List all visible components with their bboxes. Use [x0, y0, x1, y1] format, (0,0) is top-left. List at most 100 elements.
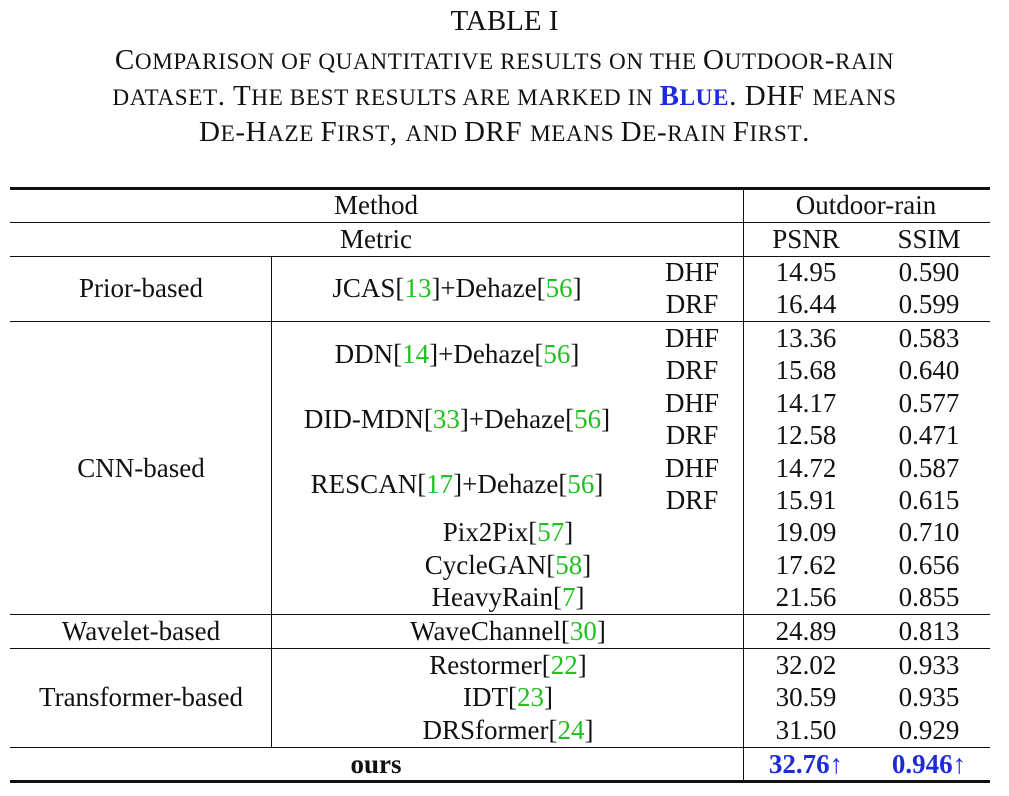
order-label: DHF: [664, 453, 720, 483]
text-segment: ]: [570, 339, 580, 369]
psnr-cell: 16.44: [775, 289, 837, 319]
text-segment: ]+Dehaze[: [429, 339, 544, 369]
text-segment: IDT[: [463, 682, 517, 712]
text-segment: ]: [575, 582, 585, 612]
citation-link[interactable]: 30: [569, 616, 597, 646]
ours-ssim: 0.946↑: [891, 749, 967, 779]
ours-rule: [10, 747, 990, 748]
header-method: Method: [334, 190, 418, 220]
group-label: Wavelet-based: [61, 616, 221, 646]
top-rule: [10, 187, 990, 190]
text-segment: Pix2Pix[: [442, 517, 538, 547]
psnr-cell: 31.50: [775, 715, 837, 745]
citation-link[interactable]: 23: [516, 682, 544, 712]
text-segment: E: [642, 121, 657, 147]
header-rule-2: [10, 256, 990, 257]
text-segment: HeavyRain[: [431, 582, 562, 612]
order-label: DRF: [665, 289, 719, 319]
method-name: WaveChannel[30]: [410, 615, 606, 647]
col-divider-group-2: [271, 321, 272, 615]
text-segment: ]: [594, 469, 604, 499]
psnr-cell: 19.09: [775, 517, 837, 547]
order-label: DRF: [665, 485, 719, 515]
text-segment: -H: [235, 116, 268, 148]
text-segment: ]: [596, 616, 606, 646]
psnr-cell: 12.58: [775, 420, 837, 450]
text-segment: RESCAN[: [310, 469, 427, 499]
citation-link[interactable]: 17: [426, 469, 454, 499]
ssim-cell: 0.577: [898, 388, 960, 418]
text-segment: CycleGAN[: [424, 550, 556, 580]
method-name: JCAS[13]+Dehaze[56]: [332, 272, 581, 304]
text-segment: MEANS: [530, 121, 621, 147]
col-divider-dataset: [743, 187, 744, 783]
text-segment: Restormer[: [429, 650, 551, 680]
citation-link[interactable]: 14: [402, 339, 430, 369]
bottom-rule: [10, 780, 990, 783]
text-segment: ]: [577, 650, 587, 680]
psnr-cell: 24.89: [775, 616, 837, 646]
text-segment: .: [802, 116, 810, 148]
text-segment: C: [114, 44, 135, 76]
psnr-cell: 21.56: [775, 582, 837, 612]
citation-link[interactable]: 33: [432, 404, 460, 434]
col-divider-group-3: [271, 614, 272, 649]
psnr-cell: 30.59: [775, 682, 837, 712]
citation-link[interactable]: 56: [567, 469, 595, 499]
text-segment: ]: [572, 273, 582, 303]
citation-link[interactable]: 56: [543, 339, 571, 369]
group-label: Prior-based: [79, 273, 203, 303]
text-segment: ]+Dehaze[: [431, 273, 546, 303]
psnr-cell: 14.17: [775, 388, 837, 418]
citation-link[interactable]: 56: [545, 273, 573, 303]
text-segment: F: [732, 116, 750, 148]
text-segment: UTDOOR: [724, 49, 825, 75]
method-name: RESCAN[17]+Dehaze[56]: [311, 468, 604, 500]
psnr-cell: 14.95: [775, 257, 837, 287]
ssim-cell: 0.615: [898, 485, 960, 515]
order-label: DHF: [664, 323, 720, 353]
citation-link[interactable]: 13: [404, 273, 432, 303]
ours-label: ours: [350, 749, 402, 779]
psnr-cell: 17.62: [775, 550, 837, 580]
text-segment: JCAS[: [332, 273, 405, 303]
method-name: IDT[23]: [463, 681, 553, 713]
text-segment: ]: [601, 404, 611, 434]
citation-link[interactable]: 58: [555, 550, 583, 580]
ssim-cell: 0.583: [898, 323, 960, 353]
text-segment: DRSformer[: [422, 715, 558, 745]
citation-link[interactable]: 24: [557, 715, 585, 745]
citation-link[interactable]: 56: [574, 404, 602, 434]
order-label: DRF: [665, 355, 719, 385]
group-label: CNN-based: [77, 453, 205, 483]
header-ssim: SSIM: [897, 224, 961, 254]
ssim-cell: 0.599: [898, 289, 960, 319]
header-dataset: Outdoor-rain: [795, 190, 937, 220]
ssim-cell: 0.933: [898, 650, 960, 680]
group-label: Transformer-based: [39, 682, 243, 712]
caption-line-1: COMPARISON OF QUANTITATIVE RESULTS ON TH…: [0, 42, 1009, 81]
text-segment: RAIN: [667, 121, 733, 147]
text-segment: OMPARISON OF QUANTITATIVE RESULTS ON THE: [134, 49, 703, 75]
psnr-cell: 13.36: [775, 323, 837, 353]
text-segment: ]: [543, 682, 553, 712]
text-segment: . T: [217, 80, 252, 112]
text-segment: AND: [405, 121, 464, 147]
text-segment: AZE: [267, 121, 321, 147]
order-label: DHF: [664, 388, 720, 418]
citation-link[interactable]: 22: [550, 650, 578, 680]
col-divider-group-4: [271, 648, 272, 748]
table-number: TABLE I: [450, 5, 559, 37]
citation-link[interactable]: 7: [561, 582, 576, 612]
text-segment: D: [199, 116, 221, 148]
text-segment: DDN[: [334, 339, 403, 369]
text-segment: MEANS: [812, 85, 897, 111]
method-name: Restormer[22]: [429, 649, 586, 681]
citation-link[interactable]: 57: [537, 517, 565, 547]
ssim-cell: 0.855: [898, 582, 960, 612]
header-rule-1: [10, 222, 990, 223]
ssim-cell: 0.710: [898, 517, 960, 547]
ssim-cell: 0.935: [898, 682, 960, 712]
header-psnr: PSNR: [772, 224, 840, 254]
text-segment: DID-MDN[: [303, 404, 433, 434]
